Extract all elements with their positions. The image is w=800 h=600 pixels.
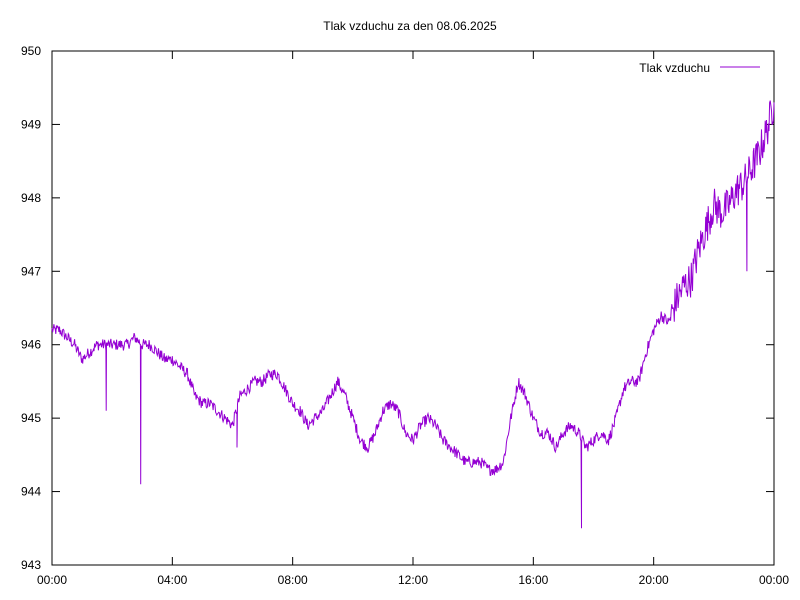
y-tick-label: 945 — [21, 411, 41, 425]
x-tick-label: 08:00 — [278, 573, 308, 587]
x-tick-label: 16:00 — [518, 573, 548, 587]
x-tick-label: 04:00 — [157, 573, 187, 587]
legend: Tlak vzduchu — [639, 61, 760, 75]
series-line-pressure — [51, 100, 775, 529]
x-tick-label: 00:00 — [37, 573, 67, 587]
y-axis: 943 944 945 946 947 948 949 950 — [21, 44, 774, 572]
y-tick-label: 944 — [21, 485, 41, 499]
x-tick-label: 12:00 — [398, 573, 428, 587]
y-tick-label: 948 — [21, 191, 41, 205]
x-tick-label: 20:00 — [639, 573, 669, 587]
chart-title: Tlak vzduchu za den 08.06.2025 — [323, 19, 497, 33]
series-group — [51, 100, 775, 529]
y-tick-label: 950 — [21, 44, 41, 58]
y-tick-label: 943 — [21, 558, 41, 572]
x-tick-label: 00:00 — [759, 573, 789, 587]
y-tick-label: 946 — [21, 338, 41, 352]
legend-label: Tlak vzduchu — [639, 61, 710, 75]
y-tick-label: 947 — [21, 264, 41, 278]
y-tick-label: 949 — [21, 117, 41, 131]
x-axis: 00:00 04:00 08:00 12:00 16:00 20:00 00:00 — [37, 51, 789, 587]
